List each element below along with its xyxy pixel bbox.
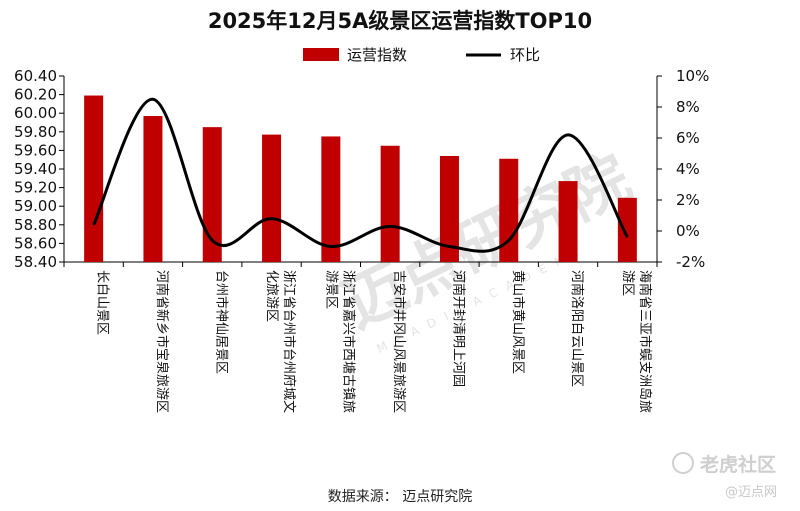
category-label-line: 河南洛阳白云山景区	[569, 270, 585, 387]
chart-title: 2025年12月5A级景区运营指数TOP10	[208, 9, 592, 33]
y-right-ticks: 10% 8% 6% 4% 2% 0% -2%	[657, 67, 709, 271]
category-label-line: 黄山市黄山风景区	[510, 270, 526, 374]
line-mom-series	[92, 97, 629, 253]
y-left-tick-label: 58.60	[14, 234, 57, 252]
bar-operating-index	[84, 95, 104, 262]
data-source: 数据来源： 迈点研究院	[328, 489, 472, 505]
bar-operating-index	[321, 136, 341, 262]
legend-swatch-bar	[303, 48, 339, 61]
category-label-line: 长白山景区	[95, 270, 111, 335]
y-right-tick-label: 10%	[676, 67, 709, 85]
category-label-line: 海南省三亚市蜈支洲岛旅	[637, 270, 653, 413]
community-watermark: 老虎社区 @迈点网	[672, 452, 777, 500]
category-label: 游区 海南省三亚市蜈支洲岛旅	[620, 270, 653, 413]
category-label-line: 吉安市井冈山风景旅游区	[391, 270, 407, 413]
bars	[63, 95, 658, 267]
y-left-tick-label: 59.20	[14, 179, 57, 197]
y-left-tick-label: 59.80	[14, 123, 57, 141]
category-label: 台州市神仙居景区	[213, 270, 229, 374]
category-label-line: 河南开封清明上河园	[450, 270, 466, 387]
bar-operating-index	[262, 134, 282, 262]
category-label: 黄山市黄山风景区	[510, 270, 526, 374]
category-label: 化旅游区 浙江省台州市台州府城文	[264, 270, 297, 413]
y-right-tick-label: 8%	[676, 98, 700, 116]
legend-label-bar: 运营指数	[347, 46, 407, 64]
site-label: @迈点网	[725, 485, 777, 500]
bar-operating-index	[558, 181, 578, 262]
community-label: 老虎社区	[700, 453, 776, 476]
category-label-line: 台州市神仙居景区	[213, 270, 229, 374]
watermark-brand-cn: 迈点研究院	[331, 141, 642, 343]
y-left-tick-label: 60.20	[14, 86, 57, 104]
watermark: 迈点研究院 M E A D I N A C A D E M Y	[331, 141, 642, 356]
tiger-logo-icon	[672, 452, 694, 474]
bar-operating-index	[202, 127, 222, 263]
y-left-tick-label: 60.00	[14, 104, 57, 122]
bar-operating-index	[439, 155, 459, 262]
category-label-line: 浙江省台州市台州府城文	[281, 270, 297, 413]
y-left-ticks: 60.4060.2060.0059.8059.6059.4059.2059.00…	[14, 67, 64, 271]
category-labels: 长白山景区 河南省新乡市宝泉旅游区 台州市神仙居景区 化旅游区 浙江省台州市台州府城文游…	[95, 270, 653, 413]
category-label-line: 游区	[620, 270, 635, 296]
category-label-line: 游景区	[323, 270, 338, 309]
y-right-tick-label: -2%	[676, 253, 705, 271]
y-right-tick-label: 6%	[676, 129, 700, 147]
category-label: 吉安市井冈山风景旅游区	[391, 270, 407, 413]
category-label-line: 河南省新乡市宝泉旅游区	[154, 270, 170, 413]
legend-label-line: 环比	[510, 46, 540, 64]
category-label-line: 浙江省嘉兴市西塘古镇旅	[340, 270, 356, 413]
category-label-line: 化旅游区	[264, 270, 279, 322]
category-label: 游景区 浙江省嘉兴市西塘古镇旅	[323, 270, 356, 413]
category-label: 河南省新乡市宝泉旅游区	[154, 270, 170, 413]
y-left-tick-label: 59.60	[14, 141, 57, 159]
y-right-tick-label: 0%	[676, 222, 700, 240]
mom-line-layer	[92, 97, 629, 253]
y-left-tick-label: 58.80	[14, 216, 57, 234]
y-right-tick-label: 4%	[676, 160, 700, 178]
y-left-tick-label: 60.40	[14, 67, 57, 85]
bar-operating-index	[143, 115, 163, 263]
category-label: 河南开封清明上河园	[450, 270, 466, 387]
category-label: 河南洛阳白云山景区	[569, 270, 585, 387]
y-left-tick-label: 59.00	[14, 197, 57, 215]
legend: 运营指数 环比	[303, 46, 540, 64]
category-label: 长白山景区	[95, 270, 111, 335]
bar-operating-index	[380, 145, 400, 262]
y-left-tick-label: 59.40	[14, 160, 57, 178]
bar-operating-index	[617, 197, 637, 262]
y-left-tick-label: 58.40	[14, 253, 57, 271]
y-right-tick-label: 2%	[676, 191, 700, 209]
